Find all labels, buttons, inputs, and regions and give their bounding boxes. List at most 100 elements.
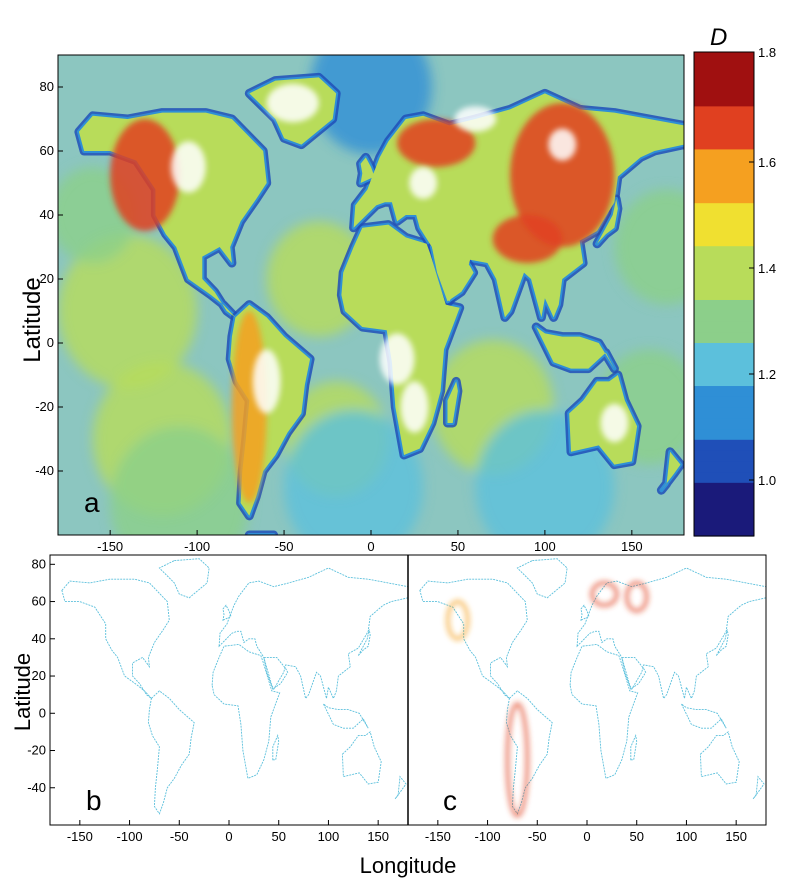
colorbar-tick-label: 1.8 xyxy=(758,45,776,60)
colorbar-band xyxy=(694,525,754,537)
no-data-patches xyxy=(171,83,629,443)
colorbar-band xyxy=(694,449,754,462)
high-d-regions xyxy=(110,103,615,503)
region-rocky-mountains xyxy=(110,119,180,231)
panel-x-tick-label: -100 xyxy=(117,829,143,844)
colorbar-band xyxy=(694,116,754,128)
land-arabia xyxy=(431,247,474,302)
colorbar-band xyxy=(694,267,754,279)
colorbar-band xyxy=(694,396,754,408)
panel-x-tick-label: 50 xyxy=(271,829,285,844)
colorbar-label: D xyxy=(710,24,727,51)
y-axis-label-bottom: Latitude xyxy=(10,653,35,731)
panel-a-x-tick-label: -100 xyxy=(184,539,210,554)
ocean-patch xyxy=(110,426,250,535)
panel-y-tick-label: -20 xyxy=(27,743,46,758)
colorbar-frame xyxy=(693,51,755,537)
colorbar-band xyxy=(694,159,754,171)
coastline-africa xyxy=(211,643,281,780)
no-data-patch xyxy=(409,167,438,199)
colorbar-band xyxy=(694,460,754,473)
panel-x-tick-label: -100 xyxy=(475,829,501,844)
panel-x-tick-label: -50 xyxy=(528,829,547,844)
panel-a-map xyxy=(58,55,684,548)
colorbar-band xyxy=(694,482,754,494)
land-indonesia xyxy=(536,327,615,369)
panel-x-tick-label: 100 xyxy=(676,829,698,844)
land-northAmerica xyxy=(78,112,267,318)
panel-x-tick-label: -150 xyxy=(67,829,93,844)
panel-c: c xyxy=(408,555,766,825)
coastline-greenland xyxy=(516,558,568,599)
colorbar-bands xyxy=(694,52,754,537)
ocean-patch xyxy=(614,189,684,305)
colorbar-band xyxy=(694,234,754,247)
land-uk xyxy=(360,157,375,183)
coastline-arabia xyxy=(263,656,289,690)
panel-a-x-tick-label: 50 xyxy=(451,539,465,554)
colorbar-band xyxy=(694,213,754,225)
no-data-patch xyxy=(252,349,281,414)
colorbar-band xyxy=(694,331,754,343)
colorbar-band xyxy=(694,73,754,85)
no-data-patch xyxy=(454,106,497,132)
colorbar-band xyxy=(694,181,754,193)
panel-b-background xyxy=(50,555,408,825)
colorbar-tick-label: 1.0 xyxy=(758,473,776,488)
coastline-africa xyxy=(569,643,639,780)
colorbar-band xyxy=(694,138,754,150)
coastline-indonesia xyxy=(681,703,727,729)
panel-c-letter: c xyxy=(443,785,457,816)
no-data-patch xyxy=(266,83,319,123)
panel-a-y-tick-label: 80 xyxy=(40,79,54,94)
coastline-japan xyxy=(715,629,729,656)
panel-a-x-tick-label: -50 xyxy=(275,539,294,554)
panel-a-y-tick-label: -20 xyxy=(35,399,54,414)
panel-y-tick-label: 20 xyxy=(32,668,46,683)
panel-x-tick-label: -150 xyxy=(425,829,451,844)
colorbar-band xyxy=(694,224,754,236)
panel-x-tick-label: 150 xyxy=(367,829,389,844)
colorbar-band xyxy=(694,439,754,451)
colorbar-band xyxy=(694,62,754,75)
colorbar: D 1.0 1.2 1.4 1.6 1.8 xyxy=(693,24,776,537)
colorbar-band xyxy=(694,471,754,483)
shelf-antarcticaTip xyxy=(244,530,279,535)
high-d-edges xyxy=(446,581,649,818)
panel-b-map xyxy=(61,558,408,825)
panel-x-tick-label: 0 xyxy=(583,829,590,844)
panel-a-y-tick-label: -40 xyxy=(35,463,54,478)
panel-b-letter: b xyxy=(86,785,102,816)
land-madagascar xyxy=(447,381,458,423)
colorbar-band xyxy=(694,95,754,107)
coastline-southAmerica xyxy=(147,690,195,815)
ocean-patch xyxy=(284,410,424,535)
panel-a-y-tick-label: 60 xyxy=(40,143,54,158)
colorbar-band xyxy=(694,191,754,204)
land-antarcticaTip xyxy=(249,535,273,548)
panel-c-map xyxy=(419,558,766,825)
panel-a-axes: -150 -100 -50 0 50 100 150 80 60 40 20 0 -20 -40 xyxy=(35,79,642,554)
panel-a-y-tick-label: 0 xyxy=(47,335,54,350)
region-tibet-himalaya xyxy=(492,215,563,263)
panel-a: -150 -100 -50 0 50 100 150 80 60 40 20 0 -20 -40 a xyxy=(35,54,685,554)
panel-b: b xyxy=(50,555,408,825)
colorbar-band xyxy=(694,428,754,440)
edge-north-america-west-coast xyxy=(446,600,470,641)
colorbar-band xyxy=(694,277,754,290)
panel-y-tick-label: -40 xyxy=(27,780,46,795)
panel-a-y-tick-label: 40 xyxy=(40,207,54,222)
panel-bc-axes: -150 -100 -50 0 50 100 150 80 60 40 20 0 -20 -40 -150 -… xyxy=(27,556,747,844)
no-data-patch xyxy=(400,381,429,433)
colorbar-band xyxy=(694,202,754,214)
panel-a-x-tick-label: 0 xyxy=(367,539,374,554)
coastline-northAmerica xyxy=(61,578,170,699)
panel-x-tick-label: -50 xyxy=(170,829,189,844)
coastline-greenland xyxy=(158,558,210,599)
colorbar-band xyxy=(694,52,754,64)
coastline-uk xyxy=(222,604,232,621)
panel-y-tick-label: 60 xyxy=(32,594,46,609)
coastline-indonesia xyxy=(323,703,369,729)
colorbar-band xyxy=(694,256,754,268)
